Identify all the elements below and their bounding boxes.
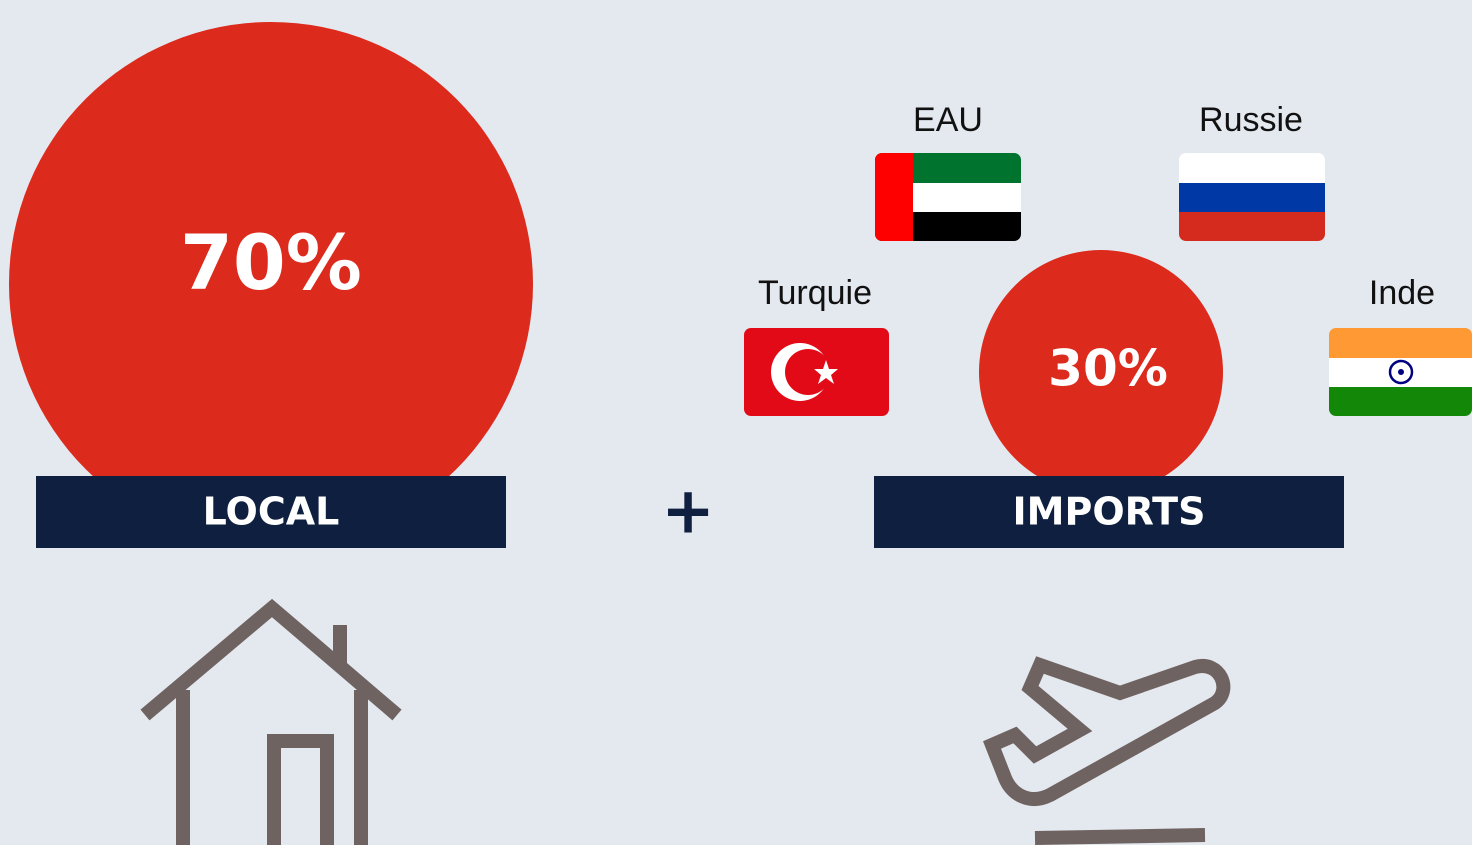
flag-uae: [875, 153, 1021, 241]
country-label: Inde: [1369, 274, 1435, 312]
flag-russia: [1179, 153, 1325, 241]
imports-banner: [874, 476, 1344, 548]
house-icon: [140, 598, 402, 845]
flag-india: [1329, 328, 1472, 416]
imports-percent: 30%: [1048, 340, 1168, 398]
local-banner: [36, 476, 506, 548]
local-percent: 70%: [180, 218, 362, 307]
imports-label: IMPORTS: [1013, 490, 1206, 534]
plus-sign: +: [661, 475, 715, 549]
airplane-icon: [983, 656, 1231, 845]
country-label: EAU: [913, 101, 983, 139]
country-label: Russie: [1199, 101, 1303, 139]
flag-turkey: [744, 328, 889, 416]
local-circle: [9, 22, 533, 546]
imports-circle: [979, 250, 1223, 494]
country-label: Turquie: [758, 274, 872, 312]
local-label: LOCAL: [203, 490, 340, 534]
